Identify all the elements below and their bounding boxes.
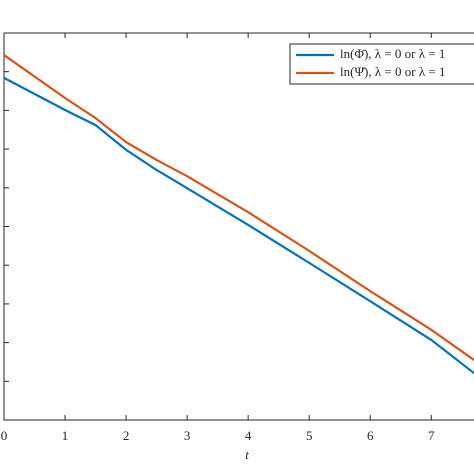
x-tick-label: 7 [428, 428, 435, 443]
x-tick-label: 3 [184, 428, 191, 443]
x-tick-label: 6 [367, 428, 374, 443]
x-axis-label: t [245, 447, 249, 462]
x-tick-label: 2 [123, 428, 130, 443]
legend-label: ln(Φ̄), λ = 0 or λ = 1 [340, 46, 445, 61]
legend-label: ln(Ψ̄), λ = 0 or λ = 1 [340, 64, 445, 79]
x-tick-label: 4 [245, 428, 252, 443]
x-tick-label: 0 [1, 428, 8, 443]
line [3, 54, 474, 361]
x-tick-label: 5 [306, 428, 313, 443]
legend-box [289, 43, 474, 85]
line [3, 76, 474, 375]
axes-frame [3, 32, 474, 421]
x-tick-label: 1 [62, 428, 69, 443]
